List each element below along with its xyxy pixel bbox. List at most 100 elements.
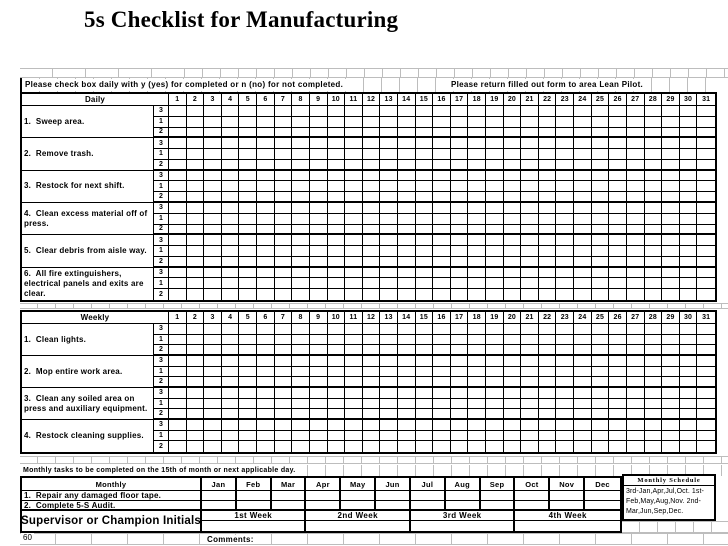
check-cell[interactable] (504, 441, 522, 452)
check-cell[interactable] (362, 256, 381, 268)
check-cell[interactable] (609, 345, 627, 356)
check-cell[interactable] (644, 213, 663, 225)
check-cell[interactable] (626, 420, 645, 431)
check-cell[interactable] (591, 398, 610, 410)
check-cell[interactable] (609, 246, 627, 257)
check-cell[interactable] (609, 289, 627, 300)
check-cell[interactable] (556, 127, 575, 139)
month-check-cell[interactable] (341, 491, 377, 501)
check-cell[interactable] (609, 334, 627, 346)
check-cell[interactable] (450, 138, 469, 150)
check-cell[interactable] (204, 170, 222, 182)
check-cell[interactable] (521, 345, 539, 356)
check-cell[interactable] (521, 202, 539, 214)
check-cell[interactable] (556, 202, 575, 214)
check-cell[interactable] (574, 106, 592, 117)
check-cell[interactable] (679, 356, 698, 367)
check-cell[interactable] (362, 202, 381, 214)
check-cell[interactable] (309, 278, 328, 290)
check-cell[interactable] (486, 138, 504, 150)
check-cell[interactable] (521, 213, 539, 225)
check-cell[interactable] (169, 267, 187, 279)
check-cell[interactable] (644, 116, 663, 128)
check-cell[interactable] (327, 409, 346, 420)
check-cell[interactable] (468, 377, 487, 388)
check-cell[interactable] (538, 159, 557, 171)
check-cell[interactable] (609, 430, 627, 442)
check-cell[interactable] (662, 345, 680, 356)
check-cell[interactable] (538, 388, 557, 399)
check-cell[interactable] (556, 138, 575, 150)
check-cell[interactable] (468, 289, 487, 300)
check-cell[interactable] (345, 202, 363, 214)
check-cell[interactable] (521, 388, 539, 399)
check-cell[interactable] (556, 356, 575, 367)
check-cell[interactable] (292, 256, 310, 268)
check-cell[interactable] (380, 192, 398, 203)
check-cell[interactable] (662, 441, 680, 452)
check-cell[interactable] (257, 278, 275, 290)
check-cell[interactable] (521, 420, 539, 431)
check-cell[interactable] (538, 366, 557, 378)
check-cell[interactable] (574, 345, 592, 356)
check-cell[interactable] (538, 420, 557, 431)
check-cell[interactable] (609, 420, 627, 431)
check-cell[interactable] (468, 149, 487, 160)
check-cell[interactable] (397, 334, 416, 346)
check-cell[interactable] (169, 334, 187, 346)
check-cell[interactable] (433, 267, 451, 279)
check-cell[interactable] (609, 441, 627, 452)
check-cell[interactable] (397, 106, 416, 117)
check-cell[interactable] (450, 398, 469, 410)
check-cell[interactable] (644, 127, 663, 139)
check-cell[interactable] (680, 289, 698, 300)
check-cell[interactable] (679, 170, 698, 182)
check-cell[interactable] (645, 289, 663, 300)
check-cell[interactable] (327, 420, 346, 431)
check-cell[interactable] (503, 192, 522, 203)
check-cell[interactable] (644, 256, 663, 268)
check-cell[interactable] (169, 430, 187, 442)
check-cell[interactable] (627, 289, 645, 300)
check-cell[interactable] (450, 334, 469, 346)
check-cell[interactable] (609, 138, 627, 150)
check-cell[interactable] (221, 170, 240, 182)
check-cell[interactable] (257, 202, 275, 214)
check-cell[interactable] (345, 116, 363, 128)
check-cell[interactable] (503, 267, 522, 279)
check-cell[interactable] (538, 409, 557, 420)
check-cell[interactable] (521, 398, 539, 410)
check-cell[interactable] (292, 267, 310, 279)
check-cell[interactable] (591, 267, 610, 279)
check-cell[interactable] (591, 149, 610, 160)
check-cell[interactable] (609, 106, 627, 117)
check-cell[interactable] (257, 235, 275, 247)
check-cell[interactable] (503, 149, 522, 160)
month-check-cell[interactable] (585, 491, 620, 501)
check-cell[interactable] (468, 213, 487, 225)
check-cell[interactable] (239, 138, 258, 150)
check-cell[interactable] (644, 356, 663, 367)
check-cell[interactable] (679, 256, 698, 268)
check-cell[interactable] (309, 138, 328, 150)
check-cell[interactable] (609, 278, 627, 290)
check-cell[interactable] (486, 159, 504, 171)
check-cell[interactable] (169, 106, 187, 117)
check-cell[interactable] (574, 170, 592, 182)
check-cell[interactable] (503, 377, 522, 388)
check-cell[interactable] (362, 377, 381, 388)
check-cell[interactable] (450, 278, 469, 290)
initials-cell[interactable] (202, 521, 307, 531)
check-cell[interactable] (345, 159, 363, 171)
check-cell[interactable] (415, 138, 434, 150)
check-cell[interactable] (679, 127, 698, 139)
check-cell[interactable] (679, 324, 698, 335)
check-cell[interactable] (679, 430, 698, 442)
check-cell[interactable] (521, 256, 539, 268)
check-cell[interactable] (468, 256, 487, 268)
check-cell[interactable] (415, 377, 434, 388)
check-cell[interactable] (662, 430, 680, 442)
month-check-cell[interactable] (550, 501, 586, 511)
check-cell[interactable] (644, 106, 663, 117)
check-cell[interactable] (538, 192, 557, 203)
